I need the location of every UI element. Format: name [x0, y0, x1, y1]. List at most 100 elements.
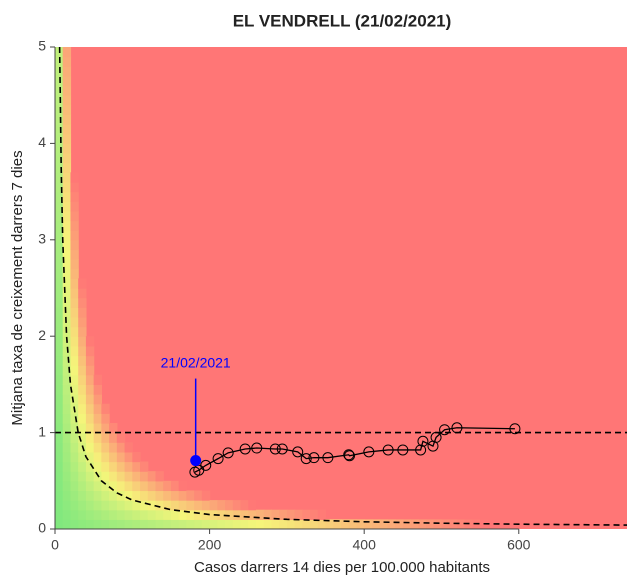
risk-cell	[155, 480, 164, 492]
risk-cell	[85, 432, 95, 443]
risk-cell	[124, 509, 133, 520]
risk-cell	[140, 500, 149, 511]
risk-cell	[55, 500, 64, 511]
risk-cell	[70, 316, 79, 328]
risk-cell	[70, 249, 79, 260]
risk-cell	[55, 210, 64, 222]
risk-cell	[201, 500, 211, 511]
risk-cell	[62, 104, 72, 116]
risk-cell	[62, 500, 72, 511]
risk-cell	[170, 490, 180, 501]
risk-cell	[55, 403, 64, 414]
risk-cell	[62, 365, 72, 376]
risk-cell	[70, 307, 79, 318]
risk-cell	[194, 519, 203, 529]
risk-cell	[209, 500, 218, 511]
risk-cell	[62, 66, 72, 77]
risk-cell	[70, 220, 79, 231]
risk-cell	[93, 442, 102, 453]
risk-cell	[294, 519, 303, 529]
point	[509, 423, 521, 435]
risk-cell	[62, 413, 72, 424]
risk-cell	[70, 268, 79, 279]
point	[251, 442, 263, 454]
risk-cell	[225, 519, 234, 529]
risk-cell	[93, 461, 102, 472]
risk-cell	[70, 288, 79, 299]
point	[239, 443, 251, 455]
risk-cell	[178, 480, 188, 492]
risk-cell	[70, 490, 79, 501]
risk-cell	[62, 220, 72, 231]
risk-cell	[93, 374, 102, 385]
risk-cell	[78, 307, 87, 318]
risk-cell	[155, 500, 164, 511]
plot-area	[55, 47, 627, 526]
risk-cell	[78, 403, 87, 414]
risk-cell	[62, 374, 72, 385]
risk-cell	[132, 461, 141, 472]
risk-cell	[62, 191, 72, 202]
risk-cell	[62, 268, 72, 279]
risk-cell	[341, 519, 350, 529]
risk-cell	[147, 500, 157, 511]
risk-cell	[109, 509, 118, 520]
risk-cell	[116, 442, 126, 453]
risk-cell	[62, 114, 72, 125]
risk-cell	[426, 519, 435, 529]
risk-cell	[55, 297, 64, 308]
risk-cell	[101, 500, 110, 511]
risk-cell	[62, 172, 72, 183]
risk-cell	[163, 509, 172, 520]
risk-cell	[132, 509, 141, 520]
risk-cell	[62, 249, 72, 260]
risk-cell	[55, 509, 64, 520]
risk-cell	[163, 519, 172, 529]
risk-cell	[232, 519, 242, 529]
risk-cell	[310, 509, 319, 520]
risk-cell	[62, 316, 72, 328]
risk-cell	[78, 336, 87, 347]
risk-cell	[78, 345, 87, 357]
highlight-point	[190, 455, 202, 467]
risk-cell	[194, 500, 203, 511]
risk-cell	[55, 480, 64, 492]
risk-cell	[93, 490, 102, 501]
risk-cell	[178, 490, 188, 501]
risk-cell	[140, 509, 149, 520]
risk-cell	[464, 519, 474, 529]
risk-cell	[109, 519, 118, 529]
risk-cell	[85, 355, 95, 366]
point	[189, 466, 201, 478]
risk-cell	[55, 239, 64, 251]
risk-cell	[364, 519, 373, 529]
risk-cell	[55, 191, 64, 202]
risk-cell	[201, 519, 211, 529]
risk-cell	[62, 490, 72, 501]
trajectory-line	[194, 427, 515, 473]
risk-cell	[55, 461, 64, 472]
risk-cell	[93, 384, 102, 395]
risk-cell	[248, 519, 257, 529]
risk-cell	[55, 422, 64, 434]
risk-cell	[78, 432, 87, 443]
risk-cell	[186, 500, 195, 511]
risk-cell	[116, 509, 126, 520]
risk-cell	[93, 413, 102, 424]
risk-cell	[62, 480, 72, 492]
risk-cell	[70, 345, 79, 357]
risk-cell	[286, 519, 296, 529]
risk-cell	[85, 336, 95, 347]
x-tick-label: 400	[353, 537, 377, 553]
risk-cell	[85, 490, 95, 501]
risk-cell	[155, 471, 164, 482]
point	[276, 443, 288, 455]
y-tick-label: 1	[38, 423, 46, 439]
risk-cell	[225, 509, 234, 520]
risk-cell	[62, 162, 72, 173]
risk-cell	[70, 480, 79, 492]
risk-cell	[449, 519, 458, 529]
risk-cell	[70, 355, 79, 366]
risk-cell	[170, 500, 180, 511]
